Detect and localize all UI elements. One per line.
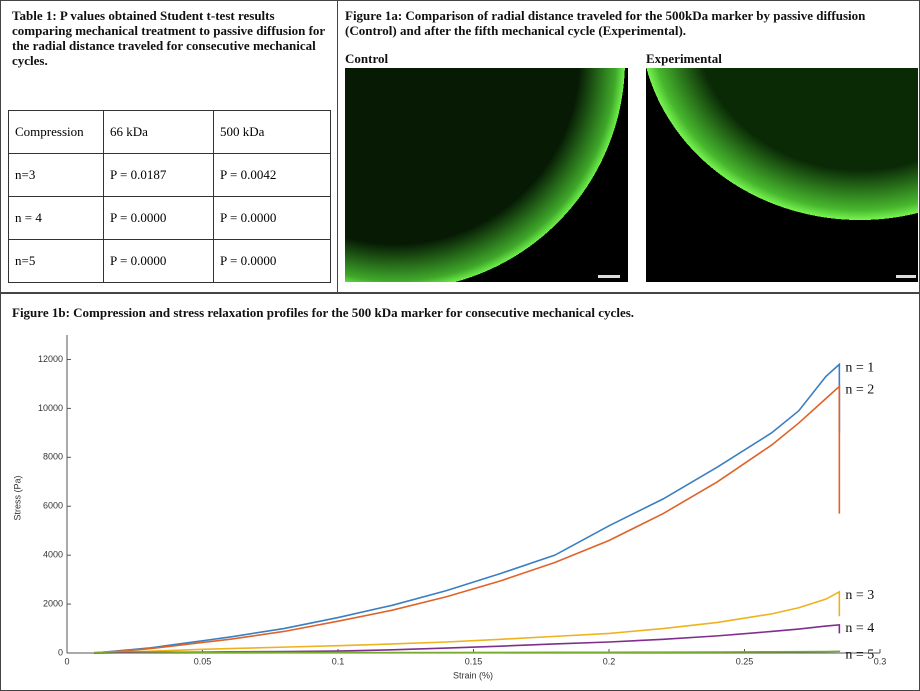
figure-caption: Figure 1a: Comparison of radial distance… [345,8,866,38]
cell: Compression [8,110,104,154]
x-tick-label: 0.05 [194,656,212,666]
cell: n=5 [8,239,104,283]
micrographs [345,68,918,282]
cell: P = 0.0000 [103,239,214,283]
panel-label: Experimental [646,51,722,66]
cell: P = 0.0000 [103,196,214,240]
series-line [94,362,841,654]
chart-title: Figure 1b: Compression and stress relaxa… [12,305,635,320]
control-image [345,68,628,282]
series-line [94,384,841,654]
y-tick-label: 6000 [43,501,63,511]
experimental-image [646,68,918,282]
x-axis-label: Strain (%) [453,670,493,680]
panel-label: Control [345,51,389,66]
series-label: n = 4 [845,621,874,636]
y-tick-label: 12000 [38,354,63,364]
series-label: n = 3 [845,588,874,603]
table-caption: Table 1: P values obtained Student t-tes… [12,8,325,68]
table: Compression 66 kDa 500 kDa n=3 P = 0.0187 P … [8,110,331,283]
series-line [94,650,841,654]
cell: n=3 [8,153,104,197]
chart: Stress (Pa) Strain (%) 0 2000 4000 6000 8000… [12,335,887,680]
cell: P = 0.0000 [213,196,331,240]
series-line [94,590,841,654]
y-tick-label: 4000 [43,550,63,560]
series-label: n = 1 [845,361,874,376]
divider [0,292,920,294]
x-tick-label: 0.15 [465,656,483,666]
scale-bar [598,275,620,278]
y-tick-label: 8000 [43,452,63,462]
series-label: n = 2 [845,383,874,398]
cell: P = 0.0000 [213,239,331,283]
cell: P = 0.0187 [103,153,214,197]
divider [337,0,338,292]
x-tick-label: 0.2 [603,656,616,666]
scale-bar [896,275,916,278]
cell: 500 kDa [213,110,331,154]
x-tick-label: 0 [64,656,69,666]
cell: 66 kDa [103,110,214,154]
x-tick-label: 0.1 [332,656,345,666]
y-tick-label: 10000 [38,403,63,413]
y-tick-label: 2000 [43,598,63,608]
y-axis-label: Stress (Pa) [12,475,22,520]
x-tick-label: 0.3 [874,656,887,666]
y-tick-label: 0 [58,647,63,657]
series-label: n = 5 [845,648,874,663]
x-tick-label: 0.25 [736,656,754,666]
